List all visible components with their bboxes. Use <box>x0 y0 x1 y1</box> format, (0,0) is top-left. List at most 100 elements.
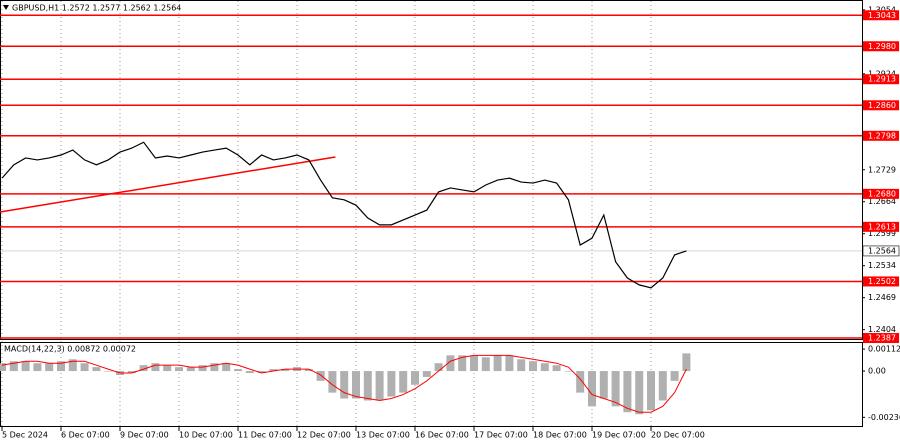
y-tick-label: 0.00 <box>868 367 886 376</box>
macd-bar <box>564 371 573 372</box>
macd-bar <box>375 371 384 401</box>
macd-bar <box>222 363 231 372</box>
macd-bar <box>552 365 561 372</box>
level-label: 1.2502 <box>868 277 896 286</box>
x-tick-label: 11 Dec 07:00 <box>238 431 292 440</box>
macd-bar <box>45 363 54 372</box>
level-label: 1.2913 <box>868 75 896 84</box>
macd-bar <box>186 367 195 372</box>
x-tick-label: 16 Dec 07:00 <box>415 431 469 440</box>
macd-bar <box>399 371 408 393</box>
macd-bar <box>234 369 242 372</box>
macd-bar <box>316 371 325 381</box>
macd-bar <box>658 371 667 401</box>
macd-bar <box>623 371 632 413</box>
macd-bar <box>493 355 502 372</box>
y-tick-label: -0.00236 <box>868 413 900 422</box>
macd-bar <box>434 363 443 372</box>
macd-bar <box>21 361 30 372</box>
x-tick-label: 10 Dec 07:00 <box>179 431 233 440</box>
macd-bar <box>175 367 183 372</box>
x-tick-label: 9 Dec 07:00 <box>120 431 169 440</box>
macd-bar <box>92 367 101 372</box>
title-arrow <box>3 5 9 10</box>
macd-bar <box>411 371 419 385</box>
y-tick-label: 1.2664 <box>868 197 896 206</box>
signal-line <box>1 354 687 413</box>
macd-bar <box>635 371 644 415</box>
macd-bar <box>470 355 478 372</box>
macd-bar <box>257 371 266 374</box>
x-tick-label: 12 Dec 07:00 <box>297 431 351 440</box>
macd-bar <box>682 353 691 372</box>
level-tag <box>863 333 899 344</box>
y-tick-label: 1.3054 <box>868 5 896 14</box>
y-tick-label: 0.00112 <box>868 345 900 354</box>
level-tag <box>863 221 899 232</box>
macd-bar <box>33 363 42 372</box>
x-tick-label: 18 Dec 07:00 <box>533 431 587 440</box>
macd-bar <box>9 361 18 372</box>
level-label: 1.2680 <box>868 189 896 198</box>
macd-bar <box>104 371 113 372</box>
level-label: 1.2387 <box>868 334 896 343</box>
macd-bar <box>611 371 620 407</box>
macd-bar <box>281 369 290 372</box>
macd-title: MACD(14,22,3) 0.00872 0.00072 <box>4 345 136 354</box>
macd-bar <box>387 371 396 397</box>
macd-bar <box>576 371 585 393</box>
macd-bar <box>198 365 207 372</box>
x-tick-label: 5 Dec 2024 <box>2 431 48 440</box>
macd-bar <box>647 371 655 411</box>
price-line <box>1 141 687 289</box>
x-tick-label: 13 Dec 07:00 <box>356 431 410 440</box>
macd-bar <box>127 371 136 374</box>
current-price-label: 1.2564 <box>868 246 896 255</box>
chart-title: GBPUSD,H1 1.2572 1.2577 1.2562 1.2564 <box>12 4 181 13</box>
macd-bar <box>0 363 6 372</box>
level-tag <box>863 10 899 21</box>
x-tick-label: 17 Dec 07:00 <box>474 431 528 440</box>
level-tag <box>863 41 899 52</box>
y-tick-label: 1.2729 <box>868 165 896 174</box>
macd-bar <box>352 371 360 399</box>
level-label: 1.2613 <box>868 222 896 231</box>
macd-bar <box>529 361 537 372</box>
macd-bar <box>481 357 490 372</box>
y-tick-label: 1.2469 <box>868 293 896 302</box>
level-label: 1.2798 <box>868 131 896 140</box>
level-label: 1.2860 <box>868 101 896 110</box>
macd-bar <box>139 365 148 372</box>
x-tick-label: 20 Dec 07:00 <box>651 431 705 440</box>
level-tag <box>863 130 899 141</box>
level-tag <box>863 188 899 199</box>
macd-bar <box>517 359 526 372</box>
level-tag <box>863 276 899 287</box>
level-tag <box>863 100 899 111</box>
macd-bar <box>68 359 77 372</box>
x-tick-label: 6 Dec 07:00 <box>61 431 110 440</box>
macd-bar <box>540 363 549 372</box>
macd-bar <box>80 363 89 372</box>
macd-bar <box>505 355 514 372</box>
trendline <box>0 156 336 213</box>
macd-bar <box>446 355 455 372</box>
level-label: 1.2980 <box>868 42 896 51</box>
level-label: 1.3043 <box>868 11 896 20</box>
y-tick-label: 1.2534 <box>868 261 896 270</box>
macd-bar <box>163 365 172 372</box>
price-panel <box>0 0 863 340</box>
macd-bar <box>304 369 313 372</box>
macd-bar <box>422 371 431 377</box>
macd-bar <box>57 361 65 372</box>
macd-bar <box>269 369 278 372</box>
macd-bar <box>458 355 467 372</box>
macd-bar <box>328 371 337 393</box>
macd-bar <box>210 363 219 372</box>
y-tick-label: 1.2924 <box>868 69 896 78</box>
macd-bar <box>588 371 596 407</box>
macd-bar <box>340 371 349 399</box>
macd-bar <box>599 371 608 399</box>
